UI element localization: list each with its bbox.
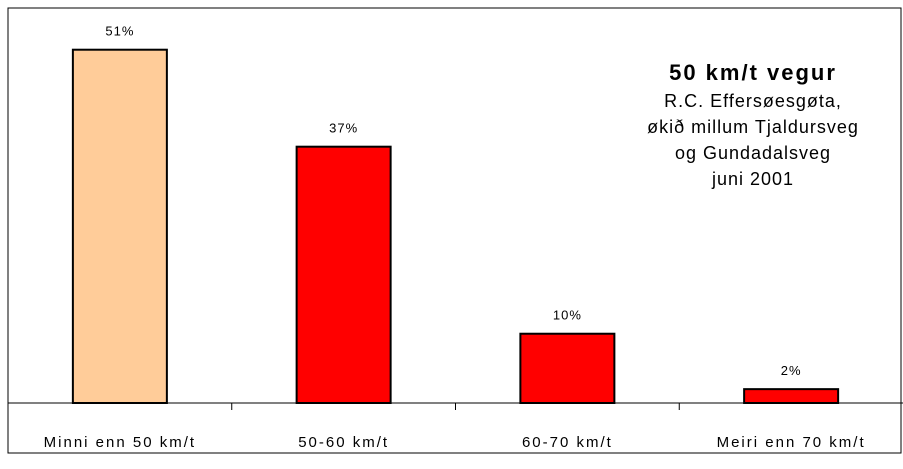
bar	[519, 332, 616, 404]
subtitle-line: økið millum Tjaldursveg	[647, 117, 859, 137]
data-label: 37%	[329, 121, 358, 136]
category-label: 60-70 km/t	[522, 434, 613, 451]
chart-title-block: 50 km/t vegur R.C. Effersøesgøta, økið m…	[603, 58, 903, 192]
plot-frame	[7, 7, 902, 454]
data-label: 51%	[105, 24, 134, 39]
subtitle-line: R.C. Effersøesgøta,	[664, 91, 842, 111]
bar	[295, 145, 392, 404]
bar	[743, 388, 840, 404]
data-label: 10%	[553, 308, 582, 323]
subtitle-line: og Gundadalsveg	[674, 143, 832, 163]
category-label: 50-60 km/t	[298, 434, 389, 451]
bar	[71, 48, 168, 405]
chart-title: 50 km/t vegur	[669, 60, 837, 85]
category-label: Minni enn 50 km/t	[44, 434, 196, 451]
chart-subtitle: R.C. Effersøesgøta, økið millum Tjaldurs…	[603, 88, 903, 192]
category-label: Meiri enn 70 km/t	[717, 434, 866, 451]
data-label: 2%	[781, 363, 802, 378]
subtitle-line: juni 2001	[711, 169, 795, 189]
